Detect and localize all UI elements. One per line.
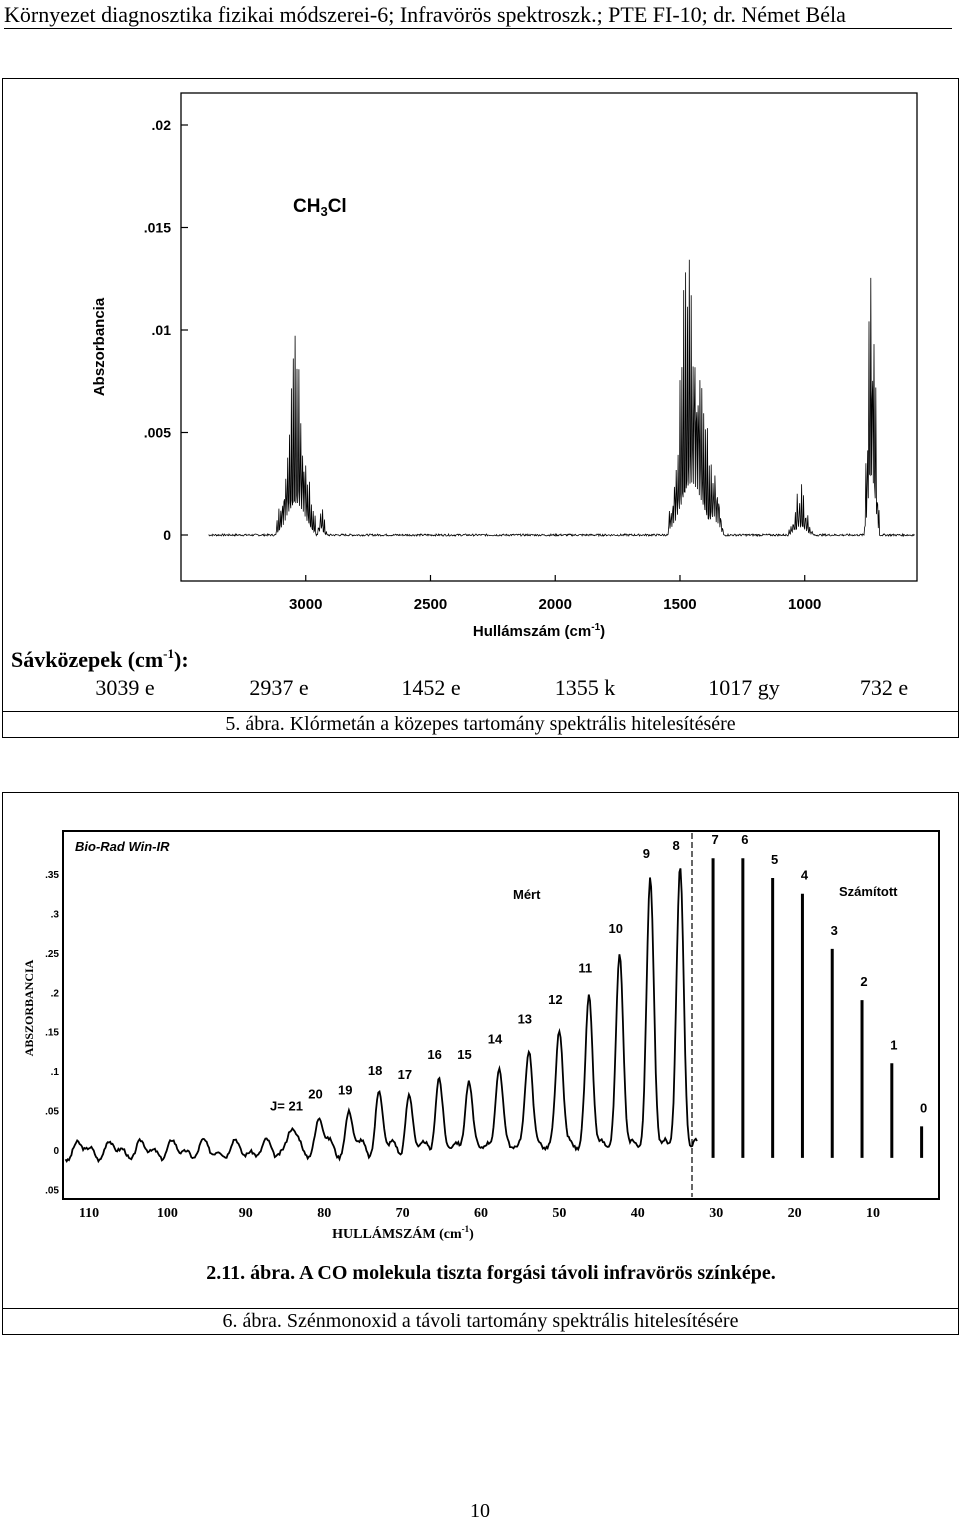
measured-j-label: 20 <box>308 1087 322 1102</box>
x-tick-label: 70 <box>396 1206 410 1221</box>
x-tick-label: 1000 <box>788 596 821 613</box>
plot-frame <box>180 92 918 582</box>
x-tick-label: 100 <box>157 1206 178 1221</box>
y-tick-label: .25 <box>45 949 59 960</box>
figure-1: 0 .005 .01 .015 .02 3000 2500 2000 1500 1000 Abs… <box>2 78 959 738</box>
measured-j-label: 8 <box>673 838 680 853</box>
band-center-value: 2937 e <box>249 675 308 700</box>
x-tick-label: 20 <box>788 1206 802 1221</box>
calculated-j-label: 2 <box>860 974 867 989</box>
y-tick-label: 0 <box>163 527 171 543</box>
absorbance-spectrum-line <box>208 259 915 538</box>
measured-j-label: 18 <box>368 1063 382 1078</box>
band-centers-label: Sávközepek (cm-1): <box>11 646 189 672</box>
calculated-j-label: 5 <box>771 852 778 867</box>
y-tick-label: .01 <box>152 322 172 338</box>
measured-j-label: 9 <box>643 846 650 861</box>
book-caption: 2.11. ábra. A CO molekula tiszta forgási… <box>206 1262 775 1284</box>
x-tick-label: 110 <box>79 1206 99 1221</box>
y-tick-label: .05 <box>45 1185 59 1196</box>
x-tick-label: 2500 <box>414 596 447 613</box>
calculated-j-label: 0 <box>920 1100 927 1115</box>
x-tick-label: 90 <box>239 1206 253 1221</box>
calculated-j-label: 1 <box>890 1037 897 1052</box>
y-tick-label: .1 <box>51 1067 60 1078</box>
band-centers-list: 3039 e 2937 e 1452 e 1355 k 1017 gy 732 e <box>95 675 908 700</box>
figure-2-caption: 6. ábra. Szénmonoxid a távoli tartomány … <box>3 1308 958 1335</box>
measured-j-label: 11 <box>578 960 592 975</box>
source-label: Bio-Rad Win-IR <box>75 839 170 854</box>
figure-2: Bio-Rad Win-IR Mért Számított ABSZORBANC… <box>2 792 959 1335</box>
y-axis-label: Abszorbancia <box>91 297 108 396</box>
y-tick-label: .05 <box>45 1107 59 1118</box>
band-center-value: 1452 e <box>401 675 460 700</box>
y-tick-label: .2 <box>51 988 60 999</box>
x-axis-label: Hullámszám (cm-1) <box>473 622 605 640</box>
molecule-label: CH3Cl <box>293 196 347 219</box>
measured-j-label: 12 <box>548 992 562 1007</box>
page-number: 10 <box>470 1500 490 1522</box>
x-tick-label: 60 <box>474 1206 488 1221</box>
figure-1-caption: 5. ábra. Klórmetán a közepes tartomány s… <box>3 711 958 738</box>
calculated-j-label: 7 <box>711 832 718 847</box>
calculated-label: Számított <box>839 884 898 899</box>
calculated-j-label: 4 <box>801 868 809 883</box>
band-center-value: 1017 gy <box>708 675 780 700</box>
page-header: Környezet diagnosztika fizikai módszerei… <box>4 2 952 29</box>
y-tick-label: .02 <box>152 117 172 133</box>
x-tick-label: 3000 <box>289 596 322 613</box>
band-center-value: 1355 k <box>555 675 616 700</box>
y-tick-label: .15 <box>45 1028 59 1039</box>
measured-j-label: J= 21 <box>270 1098 303 1113</box>
plot-frame <box>62 830 940 1200</box>
y-axis-label: ABSZORBANCIA <box>22 959 36 1056</box>
y-tick-label: .005 <box>144 425 171 441</box>
measured-j-label: 19 <box>338 1083 352 1098</box>
x-axis-label: HULLÁMSZÁM (cm-1) <box>332 1224 474 1242</box>
x-tick-label: 50 <box>552 1206 566 1221</box>
measured-j-label: 14 <box>488 1031 503 1046</box>
x-tick-label: 40 <box>631 1206 645 1221</box>
x-tick-label: 80 <box>317 1206 331 1221</box>
x-tick-label: 1500 <box>663 596 696 613</box>
measured-j-label: 10 <box>609 921 623 936</box>
band-center-value: 3039 e <box>95 675 154 700</box>
x-tick-label: 10 <box>866 1206 880 1221</box>
measured-j-label: 17 <box>398 1067 412 1082</box>
y-tick-label: .35 <box>45 870 59 881</box>
ch3cl-spectrum-chart: 0 .005 .01 .015 .02 3000 2500 2000 1500 1000 Abs… <box>11 92 918 700</box>
x-tick-label: 30 <box>709 1206 723 1221</box>
co-rotational-spectrum-chart: Bio-Rad Win-IR Mért Számított ABSZORBANC… <box>22 830 940 1284</box>
y-tick-label: 0 <box>53 1146 59 1157</box>
measured-label: Mért <box>513 887 541 902</box>
measured-j-label: 13 <box>518 1012 532 1027</box>
calculated-lines <box>711 858 924 1158</box>
calculated-j-label: 3 <box>831 923 838 938</box>
y-tick-label: .015 <box>144 220 171 236</box>
measured-spectrum-line <box>64 868 698 1164</box>
measured-j-label: 15 <box>457 1047 471 1062</box>
y-tick-label: .3 <box>51 909 60 920</box>
calculated-j-label: 6 <box>741 832 748 847</box>
band-center-value: 732 e <box>860 675 908 700</box>
measured-j-label: 16 <box>427 1047 441 1062</box>
x-tick-label: 2000 <box>539 596 572 613</box>
